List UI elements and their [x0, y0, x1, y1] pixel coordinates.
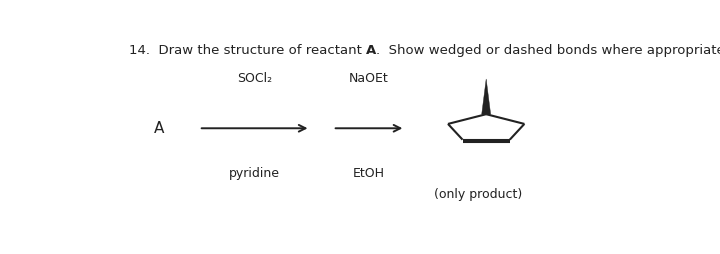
Text: A: A — [154, 121, 165, 136]
Text: SOCl₂: SOCl₂ — [237, 72, 272, 85]
Text: EtOH: EtOH — [353, 167, 385, 180]
Text: A: A — [366, 44, 377, 57]
Text: 14.  Draw the structure of reactant: 14. Draw the structure of reactant — [129, 44, 366, 57]
Text: .  Show wedged or dashed bonds where appropriate.: . Show wedged or dashed bonds where appr… — [377, 44, 720, 57]
Text: NaOEt: NaOEt — [349, 72, 389, 85]
Polygon shape — [482, 79, 490, 114]
Text: (only product): (only product) — [433, 188, 522, 201]
Text: pyridine: pyridine — [229, 167, 280, 180]
